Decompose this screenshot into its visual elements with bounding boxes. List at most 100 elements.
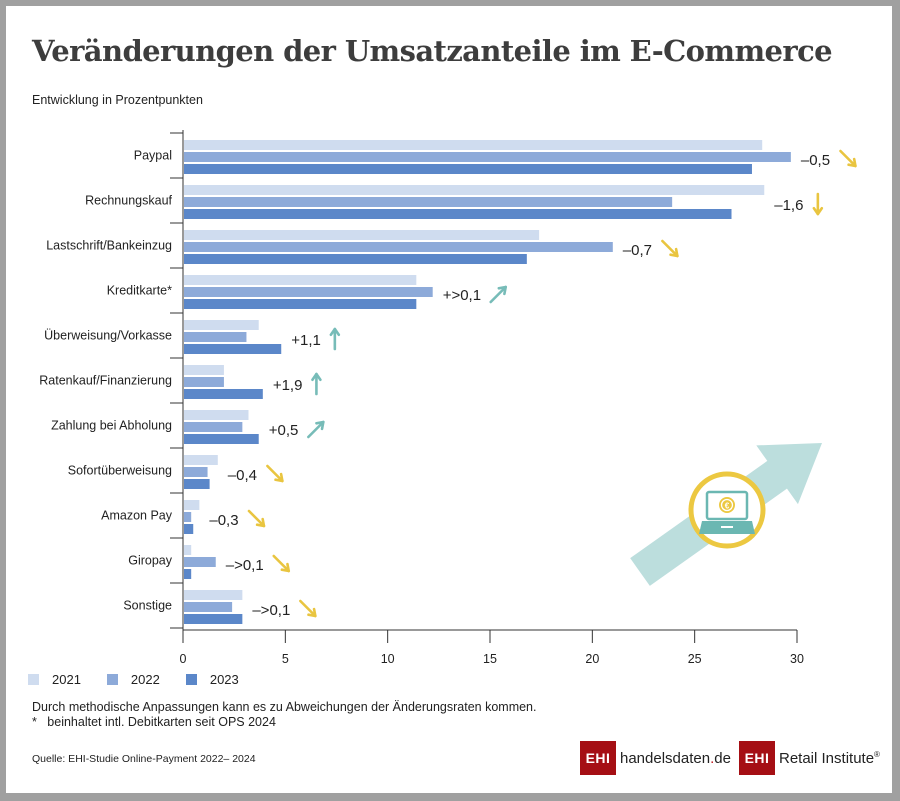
- bar-2021: [184, 500, 200, 510]
- category-label: Kreditkarte*: [107, 284, 172, 298]
- category-label: Sonstige: [123, 599, 172, 613]
- bar-2023: [184, 254, 527, 264]
- change-value-label: –1,6: [774, 197, 803, 214]
- x-tick-label: 20: [585, 652, 599, 666]
- ehi-logo-mark: EHI: [580, 741, 616, 775]
- category-label: Sofortüberweisung: [68, 464, 172, 478]
- bar-2022: [184, 602, 233, 612]
- x-tick-label: 0: [180, 652, 187, 666]
- method-note: Durch methodische Anpassungen kann es zu…: [32, 700, 537, 714]
- change-value-label: –>0,1: [226, 557, 264, 574]
- legend-label: 2022: [130, 672, 160, 687]
- chart-subtitle: Entwicklung in Prozentpunkten: [32, 93, 203, 107]
- bar-2023: [184, 614, 243, 624]
- change-value-label: +1,9: [273, 377, 303, 394]
- trend-arrow-up-icon: [329, 327, 341, 351]
- trend-arrow-up-right-icon: [489, 285, 507, 304]
- axes: [170, 130, 798, 643]
- bar-2023: [184, 524, 194, 534]
- legend-label: 2023: [209, 672, 239, 687]
- bar-2023: [184, 569, 192, 579]
- bar-2022: [184, 467, 208, 477]
- bar-2022: [184, 512, 192, 522]
- x-tick-labels: 0 5 10 15 20 25 30: [180, 652, 804, 666]
- bar-2021: [184, 410, 249, 420]
- bar-2022: [184, 377, 224, 387]
- category-label: Lastschrift/Bankeinzug: [46, 239, 172, 253]
- bar-2021: [184, 140, 763, 150]
- handelsdaten-text: handelsdaten.de: [620, 750, 731, 767]
- bar-2023: [184, 434, 259, 444]
- change-value-label: +>0,1: [443, 287, 481, 304]
- registered-mark: ®: [874, 749, 880, 759]
- legend-item-2021: 2021: [28, 672, 81, 687]
- laptop-euro-icon: €: [688, 471, 766, 549]
- legend-label: 2021: [52, 672, 81, 687]
- category-label: Zahlung bei Abholung: [51, 419, 172, 433]
- legend-swatch-2022: [106, 674, 118, 685]
- retail-institute-text: Retail Institute®: [779, 750, 880, 767]
- bar-2022: [184, 332, 247, 342]
- change-annotations: –0,5 –1,6 –0,7 +>0,1 +1,1 +1,9 +0,5 –0,4 –0,3 –>0…: [209, 149, 857, 619]
- footnote-text: beinhaltet intl. Debitkarten seit OPS 20…: [47, 715, 276, 729]
- euro-symbol: €: [725, 502, 730, 511]
- bar-2021: [184, 185, 765, 195]
- change-value-label: –0,3: [209, 512, 238, 529]
- bar-2022: [184, 557, 216, 567]
- x-tick-label: 30: [790, 652, 804, 666]
- handelsdaten-logo[interactable]: EHI handelsdaten.de: [580, 741, 731, 775]
- bars: [184, 140, 791, 624]
- bar-2021: [184, 230, 540, 240]
- trend-arrow-down-right-icon: [272, 554, 291, 573]
- category-labels: Paypal Rechnungskauf Lastschrift/Bankeinzu…: [39, 149, 172, 613]
- change-value-label: –0,7: [623, 242, 652, 259]
- change-value-label: –0,4: [228, 467, 257, 484]
- change-value-label: +1,1: [291, 332, 321, 349]
- category-label: Paypal: [134, 149, 172, 163]
- handelsdaten-name: handelsdaten: [620, 749, 711, 767]
- legend-swatch-2023: [185, 674, 197, 685]
- x-tick-label: 5: [282, 652, 289, 666]
- trend-arrow-down-right-icon: [266, 464, 284, 483]
- legend-swatch-2021: [28, 674, 39, 685]
- change-value-label: –>0,1: [252, 602, 290, 619]
- trend-arrow-down-right-icon: [247, 509, 266, 528]
- bar-2023: [184, 299, 417, 309]
- bar-2023: [184, 344, 282, 354]
- bar-2022: [184, 152, 791, 162]
- source-note: Quelle: EHI-Studie Online-Payment 2022– …: [32, 753, 256, 765]
- bar-2022: [184, 197, 673, 207]
- bar-2022: [184, 422, 243, 432]
- ehi-retail-institute-logo[interactable]: EHI Retail Institute®: [739, 741, 880, 775]
- category-label: Überweisung/Vorkasse: [44, 329, 172, 343]
- chart-title: Veränderungen der Umsatzanteile im E-Com…: [32, 34, 833, 68]
- trend-arrow-up-icon: [311, 372, 322, 396]
- handelsdaten-tld: de: [714, 749, 731, 767]
- bar-2021: [184, 365, 224, 375]
- legend: 2021 2022 2023: [28, 672, 239, 687]
- x-tick-label: 10: [381, 652, 395, 666]
- bar-2023: [184, 389, 263, 399]
- category-label: Amazon Pay: [101, 509, 173, 523]
- bar-2021: [184, 320, 259, 330]
- category-label: Rechnungskauf: [85, 194, 172, 208]
- bar-2021: [184, 455, 218, 465]
- chart-card: [6, 6, 892, 793]
- bar-2022: [184, 287, 433, 297]
- x-tick-label: 25: [688, 652, 702, 666]
- change-value-label: –0,5: [801, 152, 830, 169]
- category-label: Giropay: [128, 554, 173, 568]
- retail-institute-name: Retail Institute: [779, 749, 875, 767]
- footnote-marker: *: [32, 715, 37, 729]
- legend-item-2022: 2022: [106, 672, 160, 687]
- bar-2023: [184, 164, 752, 174]
- footnote: * beinhaltet intl. Debitkarten seit OPS …: [32, 715, 276, 729]
- trend-arrow-down-right-icon: [299, 599, 317, 618]
- ehi-logo-mark: EHI: [739, 741, 775, 775]
- trend-arrow-down-right-icon: [661, 239, 679, 258]
- trend-arrow-down-right-icon: [839, 149, 857, 168]
- bar-2021: [184, 545, 192, 555]
- trend-arrow-down-icon: [812, 192, 824, 216]
- bar-2021: [184, 275, 417, 285]
